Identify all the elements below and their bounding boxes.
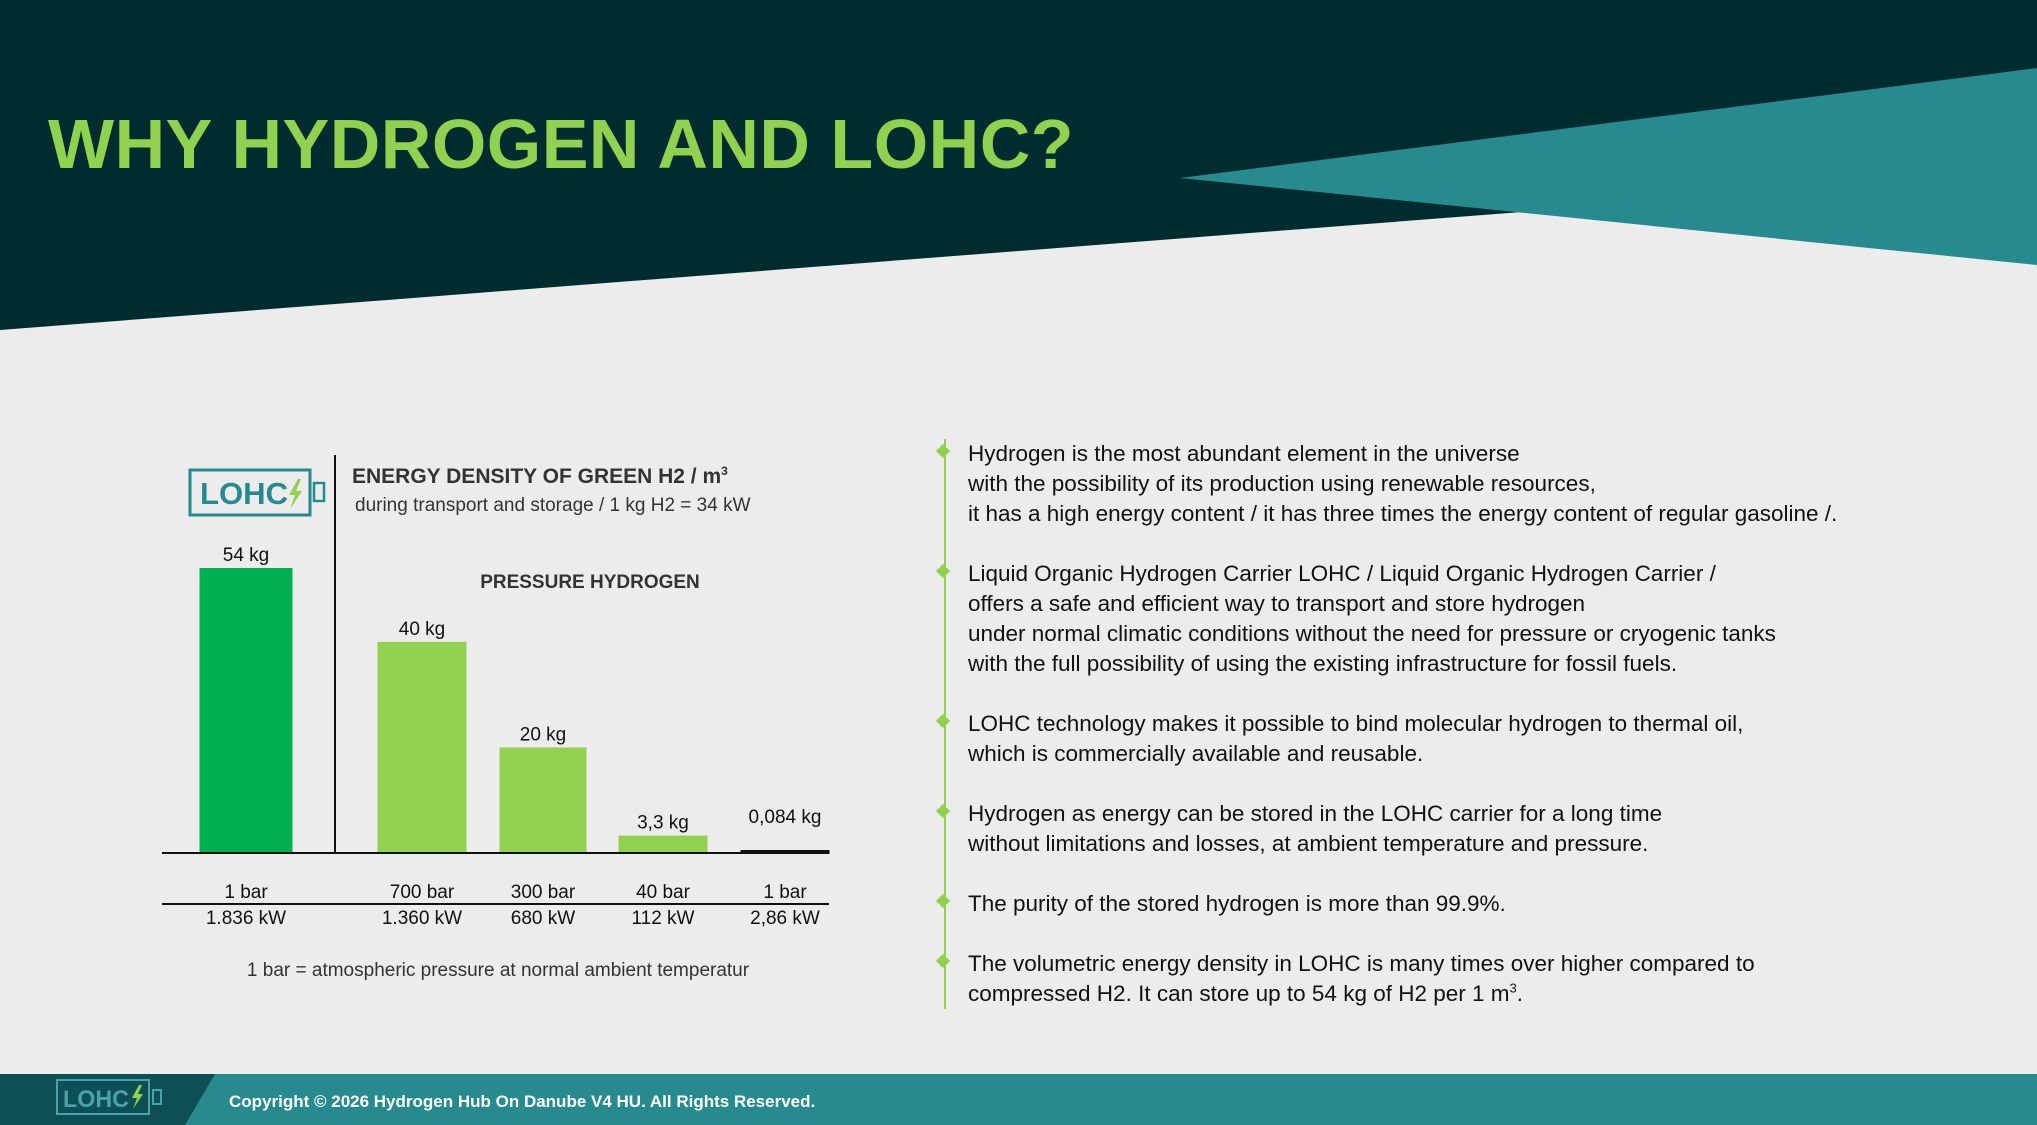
bullet-line: compressed H2. It can store up to 54 kg …: [968, 979, 2028, 1009]
logo-frame: [188, 468, 312, 517]
pressure-tick-label: 700 bar: [390, 882, 455, 903]
bar-value-label: 20 kg: [520, 724, 566, 745]
bullet-line: Hydrogen as energy can be stored in the …: [968, 799, 2028, 829]
bullet-line: which is commercially available and reus…: [968, 739, 2028, 769]
chart-title-superscript: 3: [721, 464, 728, 478]
bullet-item: Hydrogen is the most abundant element in…: [935, 439, 2028, 529]
bullet-line-text: offers a safe and efficient way to trans…: [968, 591, 1586, 616]
chart-title: ENERGY DENSITY OF GREEN H2 / m3: [352, 464, 728, 488]
logo-battery-icon: [312, 481, 326, 503]
bullet-line: Liquid Organic Hydrogen Carrier LOHC / L…: [968, 559, 2028, 589]
bar: [199, 568, 293, 853]
bullet-line-text: with the possibility of its production u…: [968, 471, 1596, 496]
header-teal-wedge: [1180, 68, 2037, 265]
bullet-line: offers a safe and efficient way to trans…: [968, 589, 2028, 619]
bullet-line: with the possibility of its production u…: [968, 469, 2028, 499]
logo-text: LOHC: [200, 476, 288, 511]
bullet-line: Hydrogen is the most abundant element in…: [968, 439, 2028, 469]
bullet-line-text: The purity of the stored hydrogen is mor…: [968, 891, 1506, 916]
page-title: WHY HYDROGEN AND LOHC?: [48, 105, 1074, 183]
bar-value-label: 0,084 kg: [749, 807, 822, 828]
bullet-line-text: which is commercially available and reus…: [968, 741, 1424, 766]
energy-tick-label: 112 kW: [631, 908, 694, 929]
chart-bars: 54 kg 1 bar 1.836 kW 40 kg 700 bar 1.360 kW 20…: [199, 545, 830, 929]
bullet-line-text: compressed H2. It can store up to 54 kg …: [968, 981, 1510, 1006]
bullet-line: The purity of the stored hydrogen is mor…: [968, 889, 2028, 919]
bullet-suffix: .: [1516, 981, 1524, 1006]
bullet-item: The volumetric energy density in LOHC is…: [935, 949, 2028, 1009]
lohc-logo: LOHC: [188, 468, 326, 517]
bullet-line: it has a high energy content / it has th…: [968, 499, 2028, 529]
bar-value-label: 54 kg: [223, 545, 269, 566]
bullet-line-text: with the full possibility of using the e…: [968, 651, 1678, 676]
bullet-line: without limitations and losses, at ambie…: [968, 829, 2028, 859]
bullet-line-text: LOHC technology makes it possible to bin…: [968, 711, 1744, 736]
pressure-tick-label: 1 bar: [763, 882, 807, 903]
chart-title-text: ENERGY DENSITY OF GREEN H2 / m: [352, 465, 721, 488]
bullet-line-text: without limitations and losses, at ambie…: [968, 831, 1649, 856]
pressure-tick-label: 300 bar: [511, 882, 576, 903]
header-dark-band: [0, 0, 2037, 330]
footer-lohc-logo: LOHC: [56, 1079, 162, 1115]
footer-lightning-bolt-icon: [132, 1085, 143, 1109]
footer-copyright: Copyright © 2026 Hydrogen Hub On Danube …: [229, 1092, 816, 1111]
bullet-item: Liquid Organic Hydrogen Carrier LOHC / L…: [935, 559, 2028, 679]
energy-tick-label: 2,86 kW: [750, 908, 820, 929]
bar: [377, 641, 467, 853]
chart-footnote: 1 bar = atmospheric pressure at normal a…: [247, 960, 750, 981]
bullet-item: LOHC technology makes it possible to bin…: [935, 709, 2028, 769]
pressure-tick-label: 1 bar: [224, 882, 268, 903]
benefits-list: Hydrogen is the most abundant element in…: [935, 439, 2028, 1009]
bullet-line: under normal climatic conditions without…: [968, 619, 2028, 649]
bullet-superscript: 3: [1509, 980, 1517, 996]
bullet-line-text: Liquid Organic Hydrogen Carrier LOHC / L…: [968, 561, 1716, 586]
bullet-line: with the full possibility of using the e…: [968, 649, 2028, 679]
footer-logo-frame: [56, 1079, 150, 1115]
bullet-line: LOHC technology makes it possible to bin…: [968, 709, 2028, 739]
energy-tick-label: 680 kW: [511, 908, 575, 929]
bullet-line-text: it has a high energy content / it has th…: [968, 501, 1838, 526]
energy-tick-label: 1.836 kW: [206, 908, 286, 929]
bar: [499, 747, 587, 853]
chart-subtitle: during transport and storage / 1 kg H2 =…: [355, 495, 751, 516]
bullet-line-text: The volumetric energy density in LOHC is…: [968, 951, 1755, 976]
energy-tick-label: 1.360 kW: [382, 908, 462, 929]
footer-logo-battery-icon: [152, 1089, 162, 1105]
bar-value-label: 3,3 kg: [637, 813, 689, 834]
bullet-line-text: Hydrogen as energy can be stored in the …: [968, 801, 1663, 826]
bar: [618, 835, 708, 853]
footer-bar: [0, 1074, 2037, 1125]
group-label: PRESSURE HYDROGEN: [480, 572, 700, 593]
lightning-bolt-icon: [289, 479, 302, 509]
bar-value-label: 40 kg: [399, 619, 445, 640]
bullet-line-text: Hydrogen is the most abundant element in…: [968, 441, 1520, 466]
bullet-line: The volumetric energy density in LOHC is…: [968, 949, 2028, 979]
footer-logo-text: LOHC: [63, 1086, 129, 1113]
bullet-line-text: under normal climatic conditions without…: [968, 621, 1776, 646]
pressure-tick-label: 40 bar: [636, 882, 691, 903]
footer-dark-tab: [0, 1074, 215, 1125]
bullet-item: The purity of the stored hydrogen is mor…: [935, 889, 2028, 919]
bullet-item: Hydrogen as energy can be stored in the …: [935, 799, 2028, 859]
